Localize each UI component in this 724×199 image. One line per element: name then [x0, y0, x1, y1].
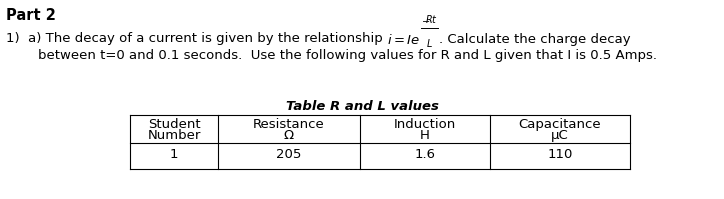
Text: $L$: $L$ — [426, 37, 433, 49]
Text: Capacitance: Capacitance — [518, 118, 602, 131]
Text: Table R and L values: Table R and L values — [285, 100, 439, 113]
Text: Student: Student — [148, 118, 201, 131]
Text: Part 2: Part 2 — [6, 8, 56, 23]
Text: between t=0 and 0.1 seconds.  Use the following values for R and L given that I : between t=0 and 0.1 seconds. Use the fol… — [38, 49, 657, 62]
Text: . Calculate the charge decay: . Calculate the charge decay — [439, 33, 631, 46]
Text: 1)  a) The decay of a current is given by the relationship: 1) a) The decay of a current is given by… — [6, 32, 387, 45]
Text: $i = Ie$: $i = Ie$ — [387, 33, 421, 47]
Text: μC: μC — [551, 129, 569, 142]
Text: Number: Number — [147, 129, 201, 142]
Text: Resistance: Resistance — [253, 118, 325, 131]
Text: 110: 110 — [547, 148, 573, 161]
Text: H: H — [420, 129, 430, 142]
Text: 1: 1 — [169, 148, 178, 161]
Text: 205: 205 — [277, 148, 302, 161]
Text: Induction: Induction — [394, 118, 456, 131]
Text: $Rt$: $Rt$ — [426, 13, 438, 25]
Text: $-$: $-$ — [421, 15, 431, 25]
Text: 1.6: 1.6 — [415, 148, 436, 161]
Text: Ω: Ω — [284, 129, 294, 142]
